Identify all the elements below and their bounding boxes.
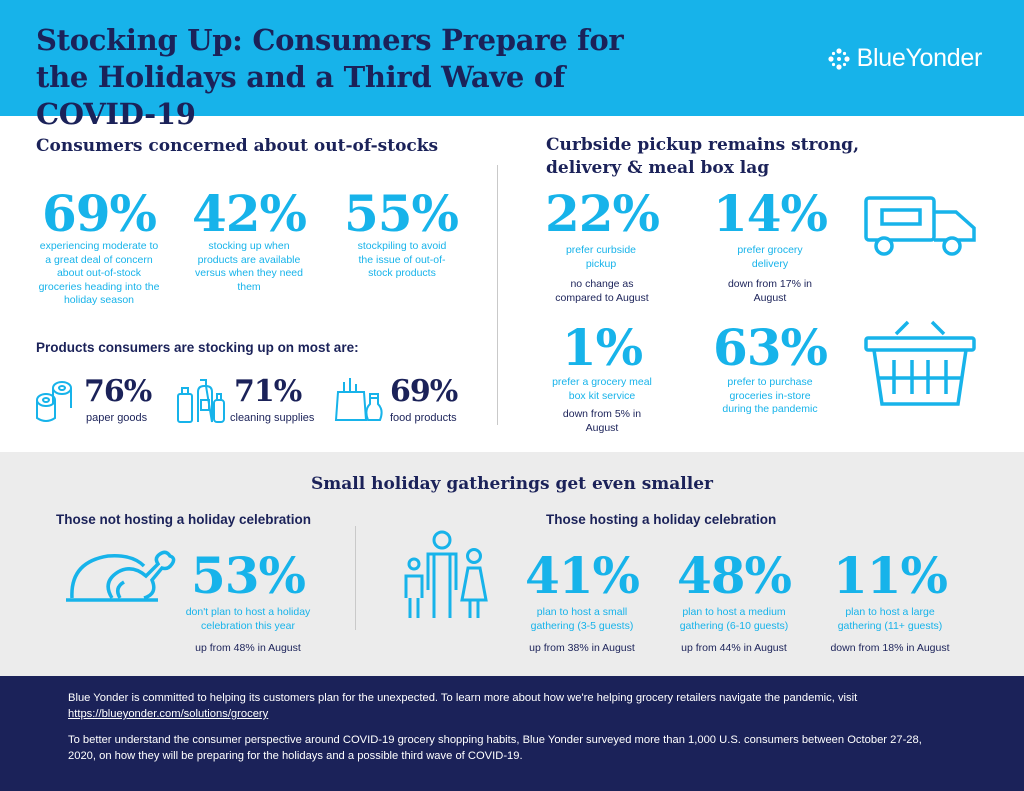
page-title: Stocking Up: Consumers Prepare for the H…: [36, 23, 624, 131]
stat-caption: experiencing moderate to a great deal of…: [38, 240, 160, 306]
stat-note: down from 17% in August: [727, 278, 813, 304]
delivery-truck-icon: [864, 196, 976, 256]
product-value: 69%: [390, 374, 458, 409]
out-of-stocks-heading: Consumers concerned about out-of-stocks: [36, 136, 439, 156]
brand-logo[interactable]: BlueYonder: [827, 44, 982, 73]
stat-value: 42%: [191, 184, 307, 243]
grocery-solutions-link[interactable]: https://blueyonder.com/solutions/grocery: [68, 708, 269, 720]
stat-caption: stockpiling to avoid the issue of out-of…: [357, 240, 447, 279]
footer-line-1: Blue Yonder is committed to helping its …: [68, 692, 858, 704]
stat-value: 55%: [343, 184, 459, 243]
stat-value: 69%: [41, 184, 157, 243]
stat-note: up from 44% in August: [681, 642, 787, 654]
stat-value: 53%: [190, 546, 306, 605]
family-icon: [404, 530, 488, 618]
stat-value: 63%: [712, 318, 828, 377]
products-heading: Products consumers are stocking up on mo…: [36, 340, 359, 355]
stat-caption: prefer grocery delivery: [737, 244, 803, 270]
cleaning-bottles-icon: [177, 379, 225, 423]
footer-text-2: To better understand the consumer perspe…: [68, 734, 922, 762]
stat-value: 11%: [832, 546, 948, 605]
food-bag-icon: [334, 378, 383, 421]
logo-dots-icon: [828, 47, 850, 70]
stat-note: down from 5% in August: [562, 408, 642, 434]
stat-value: 1%: [561, 318, 643, 377]
stat-caption: don't plan to host a holiday celebration…: [185, 606, 311, 632]
stat-caption: plan to host a large gathering (11+ gues…: [837, 606, 943, 632]
gatherings-heading: Small holiday gatherings get even smalle…: [310, 474, 714, 494]
stat-caption: plan to host a medium gathering (6-10 gu…: [679, 606, 789, 632]
footer: Blue Yonder is committed to helping its …: [0, 676, 1024, 791]
footer-text-1: Blue Yonder is committed to helping its …: [68, 690, 952, 722]
toilet-paper-icon: [36, 381, 72, 422]
stat-value: 48%: [676, 546, 792, 605]
section-divider: [497, 165, 498, 425]
stat-value: 22%: [544, 184, 660, 243]
product-value: 76%: [84, 374, 152, 409]
product-label: food products: [390, 412, 457, 424]
hosting-heading: Those hosting a holiday celebration: [546, 512, 777, 527]
stat-value: 14%: [712, 184, 828, 243]
stat-value: 41%: [524, 546, 640, 605]
stat-note: up from 48% in August: [195, 642, 301, 654]
shopping-basket-icon: [864, 320, 976, 406]
not-hosting-heading: Those not hosting a holiday celebration: [56, 512, 312, 527]
product-label: paper goods: [86, 412, 148, 424]
roast-turkey-icon: [66, 550, 176, 602]
stat-caption: prefer curbside pickup: [565, 244, 637, 270]
stat-note: up from 38% in August: [529, 642, 635, 654]
stat-caption: prefer a grocery meal box kit service: [552, 376, 652, 402]
stat-caption: prefer to purchase groceries in-store du…: [722, 376, 818, 415]
gatherings-divider: [355, 526, 356, 630]
product-value: 71%: [234, 374, 302, 409]
stat-caption: stocking up when products are available …: [195, 240, 303, 293]
header-banner: Stocking Up: Consumers Prepare for the H…: [0, 0, 1024, 131]
brand-name: BlueYonder: [856, 44, 983, 72]
product-label: cleaning supplies: [230, 412, 315, 424]
stat-note: no change as compared to August: [555, 278, 649, 304]
stat-caption: plan to host a small gathering (3-5 gues…: [530, 606, 634, 632]
stat-note: down from 18% in August: [830, 642, 950, 654]
curbside-heading: Curbside pickup remains strong, delivery…: [546, 135, 859, 178]
